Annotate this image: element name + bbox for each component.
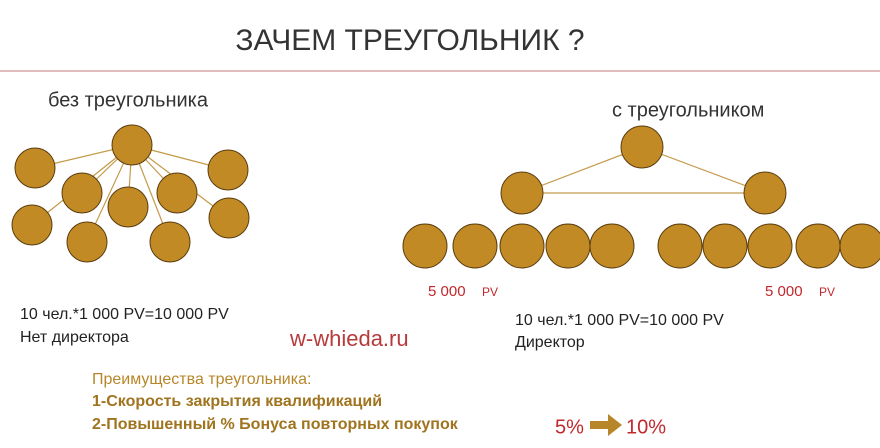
left-note: Нет директора xyxy=(20,329,129,346)
title: ЗАЧЕМ ТРЕУГОЛЬНИК ? xyxy=(235,24,584,57)
branch-amount: 5 000 xyxy=(428,283,466,300)
arrow xyxy=(590,414,622,436)
watermark: w-whieda.ru xyxy=(289,326,409,351)
left-formula: 10 чел.*1 000 PV=10 000 PV xyxy=(20,306,229,323)
branch-amount: 5 000 xyxy=(765,283,803,300)
branch-unit: PV xyxy=(482,285,498,299)
right-note: Директор xyxy=(515,334,585,351)
advantage-item: 1-Скорость закрытия квалификаций xyxy=(92,393,382,410)
advantages-heading: Преимущества треугольника: xyxy=(92,371,311,388)
left-label: без треугольника xyxy=(48,89,209,111)
left-tree xyxy=(11,124,250,263)
right-tree xyxy=(402,125,880,269)
advantage-item: 2-Повышенный % Бонуса повторных покупок xyxy=(92,416,459,433)
right-formula: 10 чел.*1 000 PV=10 000 PV xyxy=(515,312,724,329)
branch-unit: PV xyxy=(819,285,835,299)
rate-from: 5% xyxy=(555,416,584,438)
right-label: с треугольником xyxy=(612,99,764,121)
rate-to: 10% xyxy=(626,416,666,438)
